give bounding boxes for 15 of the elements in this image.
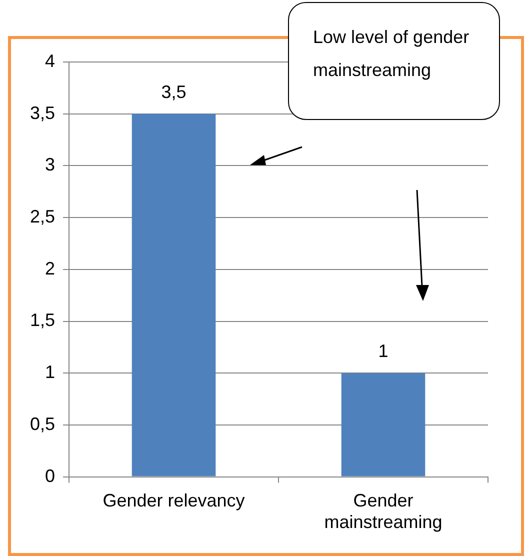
y-tick-label: 1 xyxy=(45,362,56,382)
x-tick-label: Gender mainstreaming xyxy=(324,490,442,532)
data-label: 3,5 xyxy=(161,82,186,102)
y-tick-label: 3,5 xyxy=(30,102,56,123)
y-tick-label: 0,5 xyxy=(30,414,56,434)
x-tick-label: Gender relevancy xyxy=(102,490,245,511)
y-tick-label: 2,5 xyxy=(30,206,56,227)
y-tick-label: 0 xyxy=(45,466,56,486)
y-tick-label: 1,5 xyxy=(30,310,56,330)
annotation: Low level of gender mainstreaming xyxy=(313,27,470,80)
y-tick-label: 3 xyxy=(45,154,56,175)
callout-box: Low level of gender mainstreaming xyxy=(288,2,500,120)
y-tick-label: 2 xyxy=(45,258,56,278)
data-label: 1 xyxy=(378,341,388,362)
y-tick-label: 4 xyxy=(45,50,56,71)
